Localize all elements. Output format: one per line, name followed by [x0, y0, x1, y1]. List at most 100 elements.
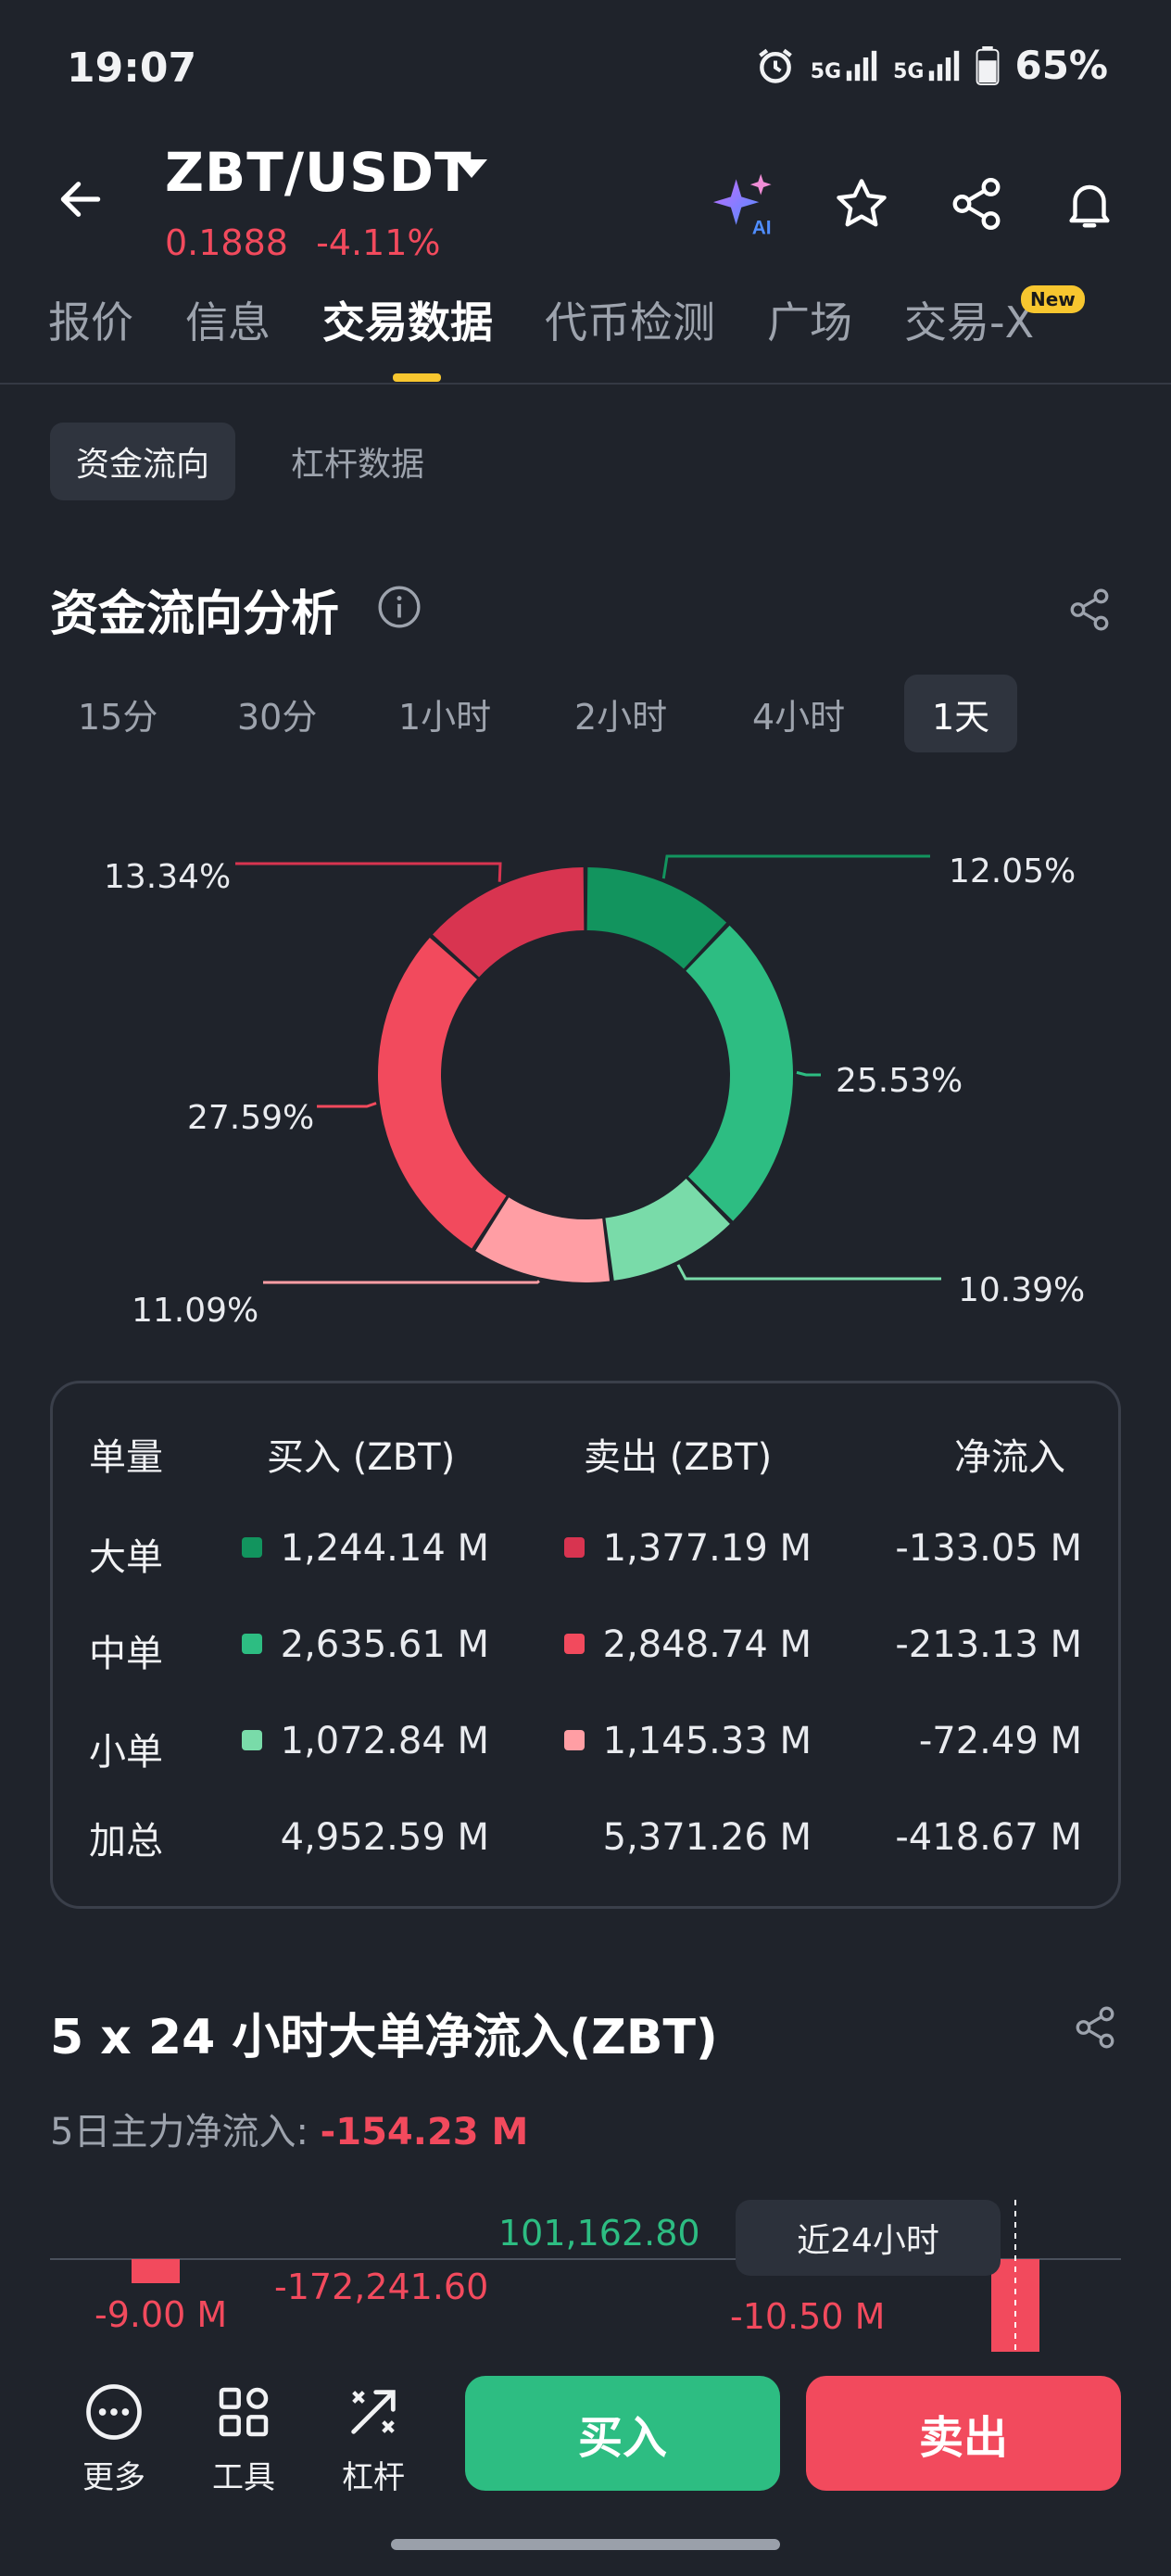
header-buy: 买入 (ZBT): [267, 1436, 456, 1479]
donut-leader-mid-sell: [317, 1102, 377, 1108]
donut-label-large-buy: 12.05%: [949, 852, 1077, 890]
table-cell-sell: 2,848.74 M: [563, 1623, 812, 1666]
donut-leader-small-buy: [676, 1264, 941, 1281]
battery-icon: [976, 45, 1000, 85]
total-buy: 4,952.59 M: [280, 1816, 489, 1859]
table-cell-net: -133.05 M: [895, 1527, 1082, 1570]
tab-token-check[interactable]: 代币检测: [545, 297, 715, 347]
last-24h-tag: 近24小时: [736, 2200, 1001, 2276]
donut-slice-large-sell: [433, 867, 585, 978]
timeframe-30m[interactable]: 30分: [237, 696, 318, 738]
timeframe-1h[interactable]: 1小时: [398, 696, 492, 738]
header-size: 单量: [89, 1436, 163, 1479]
bar-label-day2: -172,241.60: [274, 2267, 489, 2307]
info-icon[interactable]: [376, 584, 422, 634]
table-cell-buy: 1,244.14 M: [241, 1527, 489, 1570]
big-order-share-icon[interactable]: [1069, 2001, 1121, 2053]
row-label-small: 小单: [89, 1731, 163, 1774]
donut-leader-mid-buy: [796, 1070, 821, 1077]
tab-trade-x[interactable]: 交易-X: [904, 297, 1035, 347]
table-cell-sell: 1,145.33 M: [563, 1720, 812, 1762]
subtab-fund-flow[interactable]: 资金流向: [50, 423, 236, 500]
timeframe-2h[interactable]: 2小时: [574, 696, 668, 738]
small-buy-swatch: [241, 1730, 262, 1750]
header-sell: 卖出 (ZBT): [584, 1436, 773, 1479]
last-price: 0.1888: [165, 222, 288, 263]
row-label-mid: 中单: [89, 1633, 163, 1675]
price-line: 0.1888 -4.11%: [165, 222, 458, 263]
timeframe-4h[interactable]: 4小时: [752, 696, 846, 738]
tools-button[interactable]: 工具: [193, 2378, 295, 2497]
donut-leader-small-sell: [263, 1280, 540, 1284]
donut-slice-large-buy: [586, 867, 727, 969]
fund-flow-donut-chart: [235, 854, 941, 1284]
small-sell-swatch: [563, 1730, 585, 1750]
five-day-net-value: -154.23 M: [320, 2111, 529, 2153]
share-button[interactable]: [939, 167, 1014, 241]
leverage-button[interactable]: 杠杆: [322, 2378, 424, 2497]
more-button[interactable]: 更多: [63, 2378, 165, 2497]
total-net: -418.67 M: [895, 1816, 1082, 1859]
fund-flow-title: 资金流向分析: [50, 587, 340, 642]
bar-label-day5: -10.50 M: [730, 2296, 886, 2337]
donut-slice-mid-sell: [378, 937, 507, 1249]
timeframe-1d[interactable]: 1天: [904, 675, 1018, 752]
row-label-large: 大单: [89, 1536, 163, 1579]
tools-icon: [219, 2387, 269, 2437]
ai-sparkle-icon: AI: [712, 173, 772, 238]
donut-slice-small-buy: [605, 1179, 730, 1281]
donut-label-small-buy: 10.39%: [958, 1271, 1086, 1309]
pair-title[interactable]: ZBT/USDT: [165, 141, 472, 204]
large-sell-swatch: [563, 1537, 585, 1558]
donut-label-mid-sell: 27.59%: [187, 1099, 315, 1137]
share-icon: [952, 177, 1001, 231]
bell-icon: [1069, 184, 1110, 228]
table-cell-net: -72.49 M: [918, 1720, 1082, 1762]
table-cell-buy: 2,635.61 M: [241, 1623, 489, 1666]
active-tab-indicator: [393, 373, 441, 382]
row-label-total: 加总: [89, 1820, 163, 1863]
alert-button[interactable]: [1052, 167, 1127, 241]
tabs-divider: [0, 383, 1171, 385]
favorite-button[interactable]: [825, 167, 899, 241]
tab-trade-data[interactable]: 交易数据: [322, 297, 493, 347]
back-arrow-icon: [60, 182, 101, 217]
tab-quote[interactable]: 报价: [48, 297, 133, 347]
bar-label-day3: 101,162.80: [498, 2213, 700, 2254]
svg-text:AI: AI: [752, 217, 772, 238]
donut-label-small-sell: 11.09%: [132, 1292, 259, 1330]
battery-percent: 65%: [1014, 43, 1108, 88]
tab-square[interactable]: 广场: [767, 297, 852, 347]
buy-button[interactable]: 买入: [465, 2376, 780, 2491]
tab-info[interactable]: 信息: [185, 297, 271, 347]
table-cell-net: -213.13 M: [895, 1623, 1082, 1666]
pair-dropdown-caret-icon[interactable]: [456, 159, 487, 178]
subtab-leverage-data[interactable]: 杠杆数据: [291, 446, 425, 484]
big-order-title: 5 x 24 小时大单净流入(ZBT): [50, 2010, 718, 2065]
status-time: 19:07: [67, 44, 197, 92]
status-icons: 5G 5G 65%: [755, 43, 1108, 88]
mid-sell-swatch: [563, 1634, 585, 1654]
fund-flow-table: [50, 1381, 1121, 1909]
sell-button[interactable]: 卖出: [806, 2376, 1121, 2491]
home-indicator[interactable]: [391, 2539, 780, 2550]
table-cell-sell: 1,377.19 M: [563, 1527, 812, 1570]
signal-icon-1: 5G: [811, 49, 878, 82]
five-day-net-inflow: 5日主力净流入: -154.23 M: [50, 2111, 529, 2153]
bar-label-day1: -9.00 M: [94, 2294, 228, 2335]
total-sell: 5,371.26 M: [602, 1816, 812, 1859]
bar-day1: [132, 2259, 180, 2283]
star-icon: [837, 179, 887, 227]
large-buy-swatch: [241, 1537, 262, 1558]
donut-label-large-sell: 13.34%: [104, 858, 232, 896]
more-icon: [86, 2384, 142, 2440]
ai-button[interactable]: AI: [710, 167, 784, 241]
timeframe-15m[interactable]: 15分: [78, 696, 158, 738]
donut-slice-small-sell: [475, 1197, 611, 1282]
table-cell-buy: 1,072.84 M: [241, 1720, 489, 1762]
donut-slice-mid-buy: [686, 925, 793, 1221]
fund-flow-share-icon[interactable]: [1064, 584, 1115, 636]
main-tabs: 报价 信息 交易数据 代币检测 广场 交易-X: [48, 289, 1086, 350]
donut-leader-large-buy: [661, 854, 930, 879]
back-button[interactable]: [48, 167, 113, 232]
